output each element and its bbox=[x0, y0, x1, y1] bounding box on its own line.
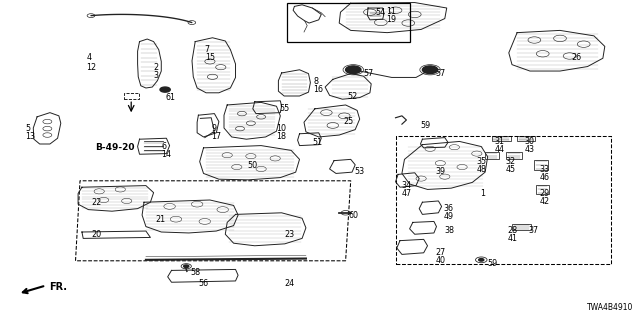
Text: 12: 12 bbox=[86, 63, 97, 72]
Text: 22: 22 bbox=[91, 198, 101, 207]
Text: 21: 21 bbox=[155, 215, 165, 224]
Bar bbox=[536, 185, 549, 194]
Text: 30: 30 bbox=[525, 137, 535, 146]
Circle shape bbox=[160, 87, 170, 92]
Text: 19: 19 bbox=[387, 15, 397, 24]
Text: 43: 43 bbox=[525, 145, 535, 154]
Text: 9: 9 bbox=[211, 124, 216, 133]
Circle shape bbox=[422, 66, 438, 74]
Text: 3: 3 bbox=[154, 71, 159, 80]
Text: TWA4B4910: TWA4B4910 bbox=[588, 303, 634, 312]
Text: 5: 5 bbox=[26, 124, 31, 133]
Text: 2: 2 bbox=[154, 63, 159, 72]
Text: 31: 31 bbox=[495, 137, 505, 146]
Text: B-49-20: B-49-20 bbox=[95, 143, 134, 152]
Bar bbox=[485, 152, 499, 159]
Text: 37: 37 bbox=[528, 226, 538, 235]
Text: 61: 61 bbox=[165, 93, 175, 102]
Text: 56: 56 bbox=[198, 279, 209, 288]
Text: 17: 17 bbox=[211, 132, 221, 141]
Bar bbox=[517, 136, 535, 141]
Text: 59: 59 bbox=[488, 260, 498, 268]
Text: 45: 45 bbox=[506, 165, 516, 174]
Text: 15: 15 bbox=[205, 53, 215, 62]
Text: 57: 57 bbox=[435, 69, 445, 78]
Text: 58: 58 bbox=[190, 268, 200, 277]
Text: 53: 53 bbox=[354, 167, 364, 176]
Bar bbox=[506, 152, 522, 159]
Text: 29: 29 bbox=[540, 189, 550, 198]
Text: 26: 26 bbox=[572, 53, 582, 62]
Text: 35: 35 bbox=[477, 157, 487, 166]
Text: 54: 54 bbox=[376, 8, 386, 17]
Text: 11: 11 bbox=[387, 7, 397, 16]
Text: 48: 48 bbox=[477, 165, 487, 174]
Bar bbox=[492, 136, 511, 141]
Text: 51: 51 bbox=[312, 138, 323, 147]
Text: FR.: FR. bbox=[49, 282, 67, 292]
Text: 27: 27 bbox=[435, 248, 445, 257]
Text: 32: 32 bbox=[506, 157, 516, 166]
Text: 60: 60 bbox=[349, 211, 359, 220]
Circle shape bbox=[479, 259, 484, 261]
Text: 28: 28 bbox=[508, 226, 518, 235]
Circle shape bbox=[184, 265, 189, 268]
Text: 50: 50 bbox=[248, 161, 258, 170]
Text: 44: 44 bbox=[495, 145, 505, 154]
Bar bbox=[512, 224, 531, 230]
Circle shape bbox=[346, 66, 361, 74]
Text: 7: 7 bbox=[205, 45, 210, 54]
Text: 14: 14 bbox=[161, 150, 172, 159]
Text: 25: 25 bbox=[344, 117, 354, 126]
Text: 39: 39 bbox=[435, 167, 445, 176]
Text: 46: 46 bbox=[540, 173, 550, 182]
Text: 59: 59 bbox=[420, 121, 431, 130]
Bar bbox=[534, 160, 548, 170]
Text: 52: 52 bbox=[348, 92, 358, 100]
Text: 18: 18 bbox=[276, 132, 287, 141]
Text: 41: 41 bbox=[508, 234, 518, 243]
Text: 13: 13 bbox=[26, 132, 36, 141]
Text: 33: 33 bbox=[540, 165, 550, 174]
Text: 4: 4 bbox=[86, 53, 92, 62]
Text: 34: 34 bbox=[401, 181, 412, 190]
Text: 20: 20 bbox=[91, 230, 101, 239]
Text: 57: 57 bbox=[363, 69, 373, 78]
Text: 16: 16 bbox=[314, 85, 324, 94]
Text: 38: 38 bbox=[445, 226, 455, 235]
Text: 6: 6 bbox=[161, 142, 166, 151]
Text: 10: 10 bbox=[276, 124, 287, 133]
Text: 23: 23 bbox=[284, 230, 294, 239]
Text: 47: 47 bbox=[401, 189, 412, 198]
Text: 8: 8 bbox=[314, 77, 319, 86]
Text: 24: 24 bbox=[284, 279, 294, 288]
Bar bbox=[287, 3, 410, 42]
Text: 42: 42 bbox=[540, 197, 550, 206]
Bar bbox=[124, 93, 139, 99]
Text: 49: 49 bbox=[444, 212, 454, 221]
Text: 40: 40 bbox=[435, 256, 445, 265]
Text: 36: 36 bbox=[444, 204, 454, 213]
Text: 55: 55 bbox=[280, 104, 290, 113]
Text: 1: 1 bbox=[480, 189, 485, 198]
